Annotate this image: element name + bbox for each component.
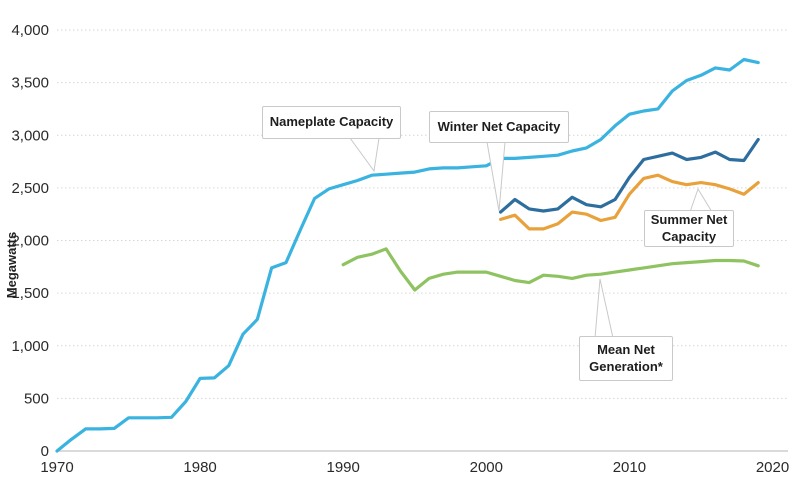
x-tick-label: 2020 [756, 459, 789, 476]
annotation-mean-net-generation: Mean Net Generation* [579, 336, 673, 381]
annotation-mean-net-generation-label: Mean Net Generation* [589, 341, 663, 374]
annotation-winter-net-capacity: Winter Net Capacity [429, 111, 569, 143]
y-tick-label: 1,000 [11, 338, 49, 355]
annotation-pointer-nameplate [349, 137, 380, 173]
annotation-pointer-summer [689, 187, 713, 213]
x-tick-label: 1970 [40, 459, 73, 476]
series-line-mean-net-generation [341, 247, 760, 292]
annotation-nameplate-capacity: Nameplate Capacity [262, 106, 401, 139]
y-tick-label: 1,500 [11, 285, 49, 302]
x-tick-label: 2000 [470, 459, 503, 476]
x-tick-label: 1990 [327, 459, 360, 476]
annotation-summer-net-capacity-label: Summer Net Capacity [650, 211, 728, 244]
y-tick-label: 2,500 [11, 180, 49, 197]
annotation-summer-net-capacity: Summer Net Capacity [644, 210, 734, 247]
y-tick-label: 500 [24, 390, 49, 407]
y-tick-label: 3,000 [11, 127, 49, 144]
annotation-pointer-winter [486, 141, 506, 212]
annotation-pointer-mean [594, 278, 614, 339]
y-axis-title: Megawatts [4, 231, 19, 299]
x-tick-label: 1980 [183, 459, 216, 476]
annotation-nameplate-capacity-label: Nameplate Capacity [269, 114, 394, 130]
y-tick-label: 3,500 [11, 75, 49, 92]
y-tick-label: 0 [41, 443, 49, 460]
series-line-nameplate-capacity [55, 57, 760, 453]
y-tick-label: 2,000 [11, 233, 49, 250]
series-line-summer-net-capacity [499, 173, 760, 231]
series-line-winter-net-capacity [499, 137, 760, 214]
y-tick-label: 4,000 [11, 22, 49, 39]
annotation-winter-net-capacity-label: Winter Net Capacity [437, 118, 561, 134]
x-tick-label: 2010 [613, 459, 646, 476]
